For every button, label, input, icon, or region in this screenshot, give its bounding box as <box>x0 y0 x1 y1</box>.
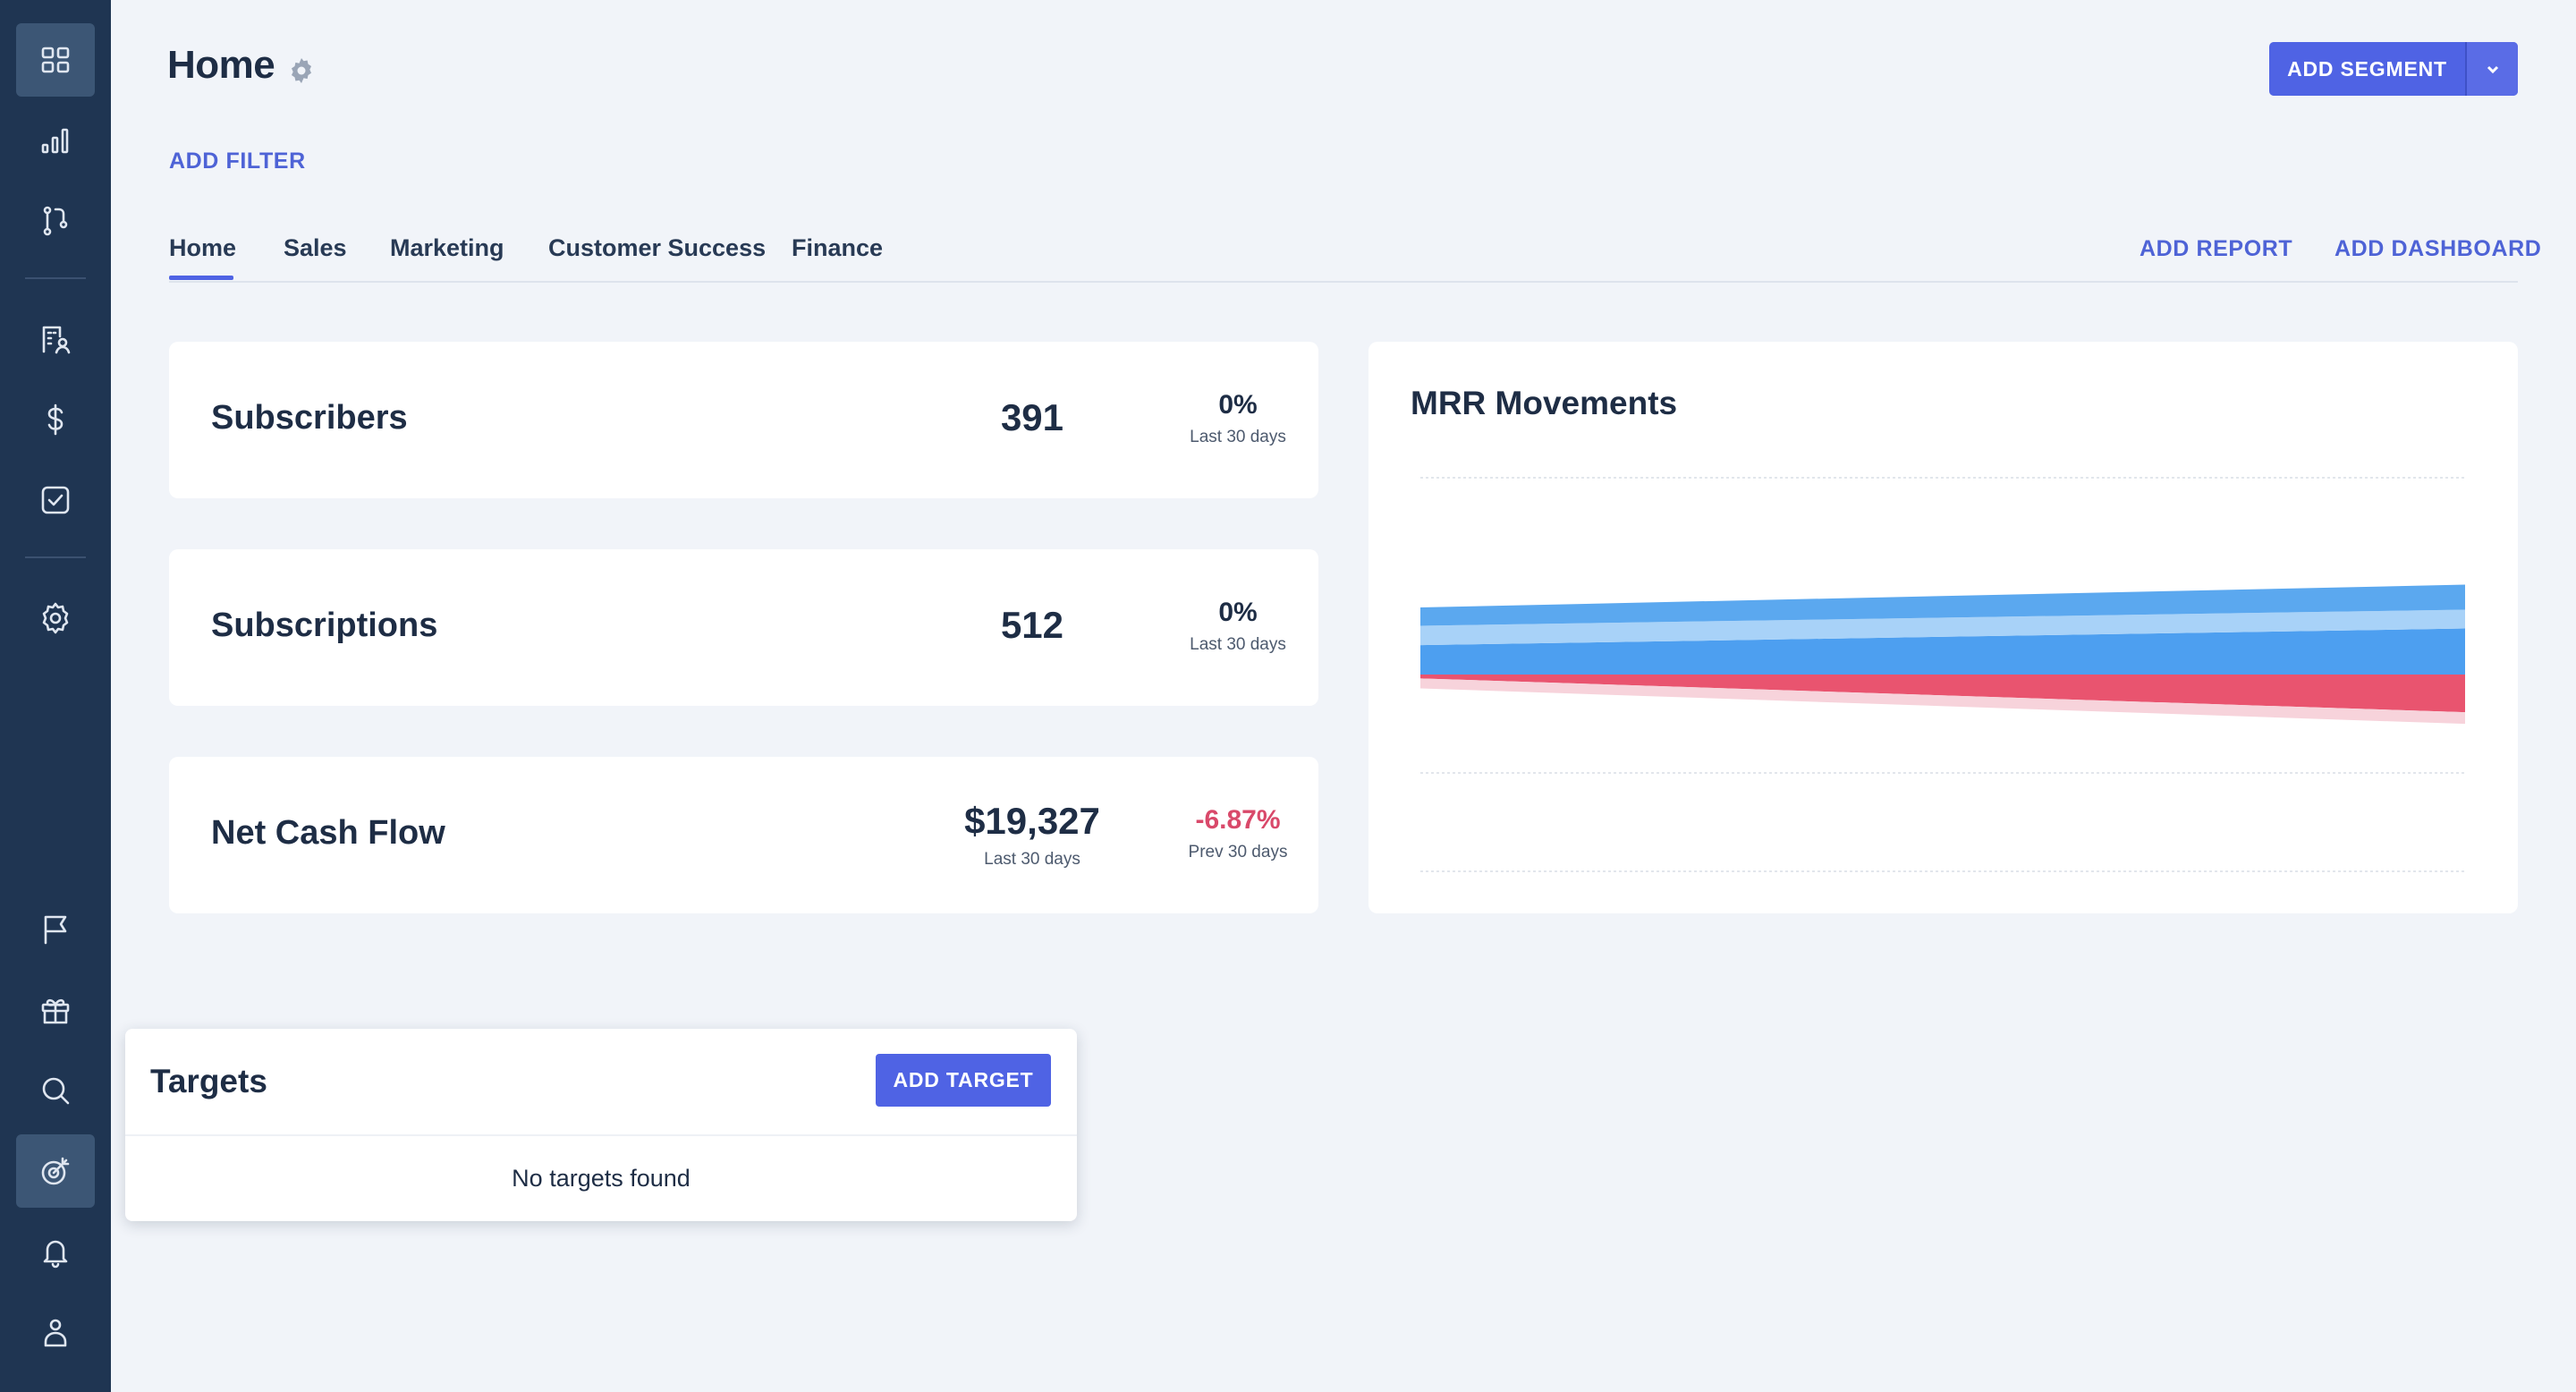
nav-tasks[interactable] <box>16 463 95 537</box>
mrr-area-series[interactable] <box>1420 609 2465 646</box>
nav-account[interactable] <box>16 1295 95 1369</box>
metric-change: -6.87% <box>1195 805 1281 835</box>
nav-divider <box>25 556 86 558</box>
metric-card-net-cash-flow[interactable]: Net Cash Flow $19,327 Last 30 days -6.87… <box>169 757 1318 913</box>
target-icon <box>41 1157 70 1185</box>
metric-change-period: Prev 30 days <box>1188 843 1288 862</box>
nav-settings[interactable] <box>16 581 95 655</box>
active-tab-indicator <box>169 276 233 280</box>
targets-panel: Targets ADD TARGET No targets found <box>125 1029 1077 1221</box>
metric-label: Subscriptions <box>211 607 438 644</box>
metric-change-period: Last 30 days <box>1190 635 1286 654</box>
sidebar <box>0 0 111 1392</box>
add-segment-split-button: ADD SEGMENT <box>2269 42 2518 96</box>
add-report-link[interactable]: ADD REPORT <box>2140 236 2293 261</box>
mrr-area-series[interactable] <box>1420 678 2465 725</box>
checkbox-icon <box>41 486 70 514</box>
nav-whats-new[interactable] <box>16 973 95 1047</box>
tabs-divider <box>169 281 2518 283</box>
metric-card-subscribers[interactable]: Subscribers 391 0% Last 30 days <box>169 342 1318 498</box>
bell-icon <box>43 1240 68 1269</box>
metric-change: 0% <box>1218 390 1258 420</box>
targets-divider <box>125 1134 1077 1136</box>
add-dashboard-link[interactable]: ADD DASHBOARD <box>2334 236 2542 261</box>
nav-billing[interactable] <box>16 383 95 456</box>
tab-sales[interactable]: Sales <box>284 234 347 261</box>
gift-icon <box>41 998 70 1024</box>
dashboard-grid-icon <box>41 47 70 73</box>
metric-label: Subscribers <box>211 399 408 437</box>
metric-value-period: Last 30 days <box>984 850 1080 869</box>
dollar-icon <box>47 403 64 436</box>
targets-empty-message: No targets found <box>512 1165 691 1192</box>
metric-value: $19,327 <box>964 800 1100 842</box>
mrr-area-chart <box>1420 477 2465 872</box>
nav-customers[interactable] <box>16 302 95 376</box>
mrr-movements-card[interactable]: MRR Movements <box>1368 342 2518 913</box>
nav-flows[interactable] <box>16 184 95 258</box>
settings-icon <box>42 602 69 634</box>
chart-title: MRR Movements <box>1411 385 1678 421</box>
metric-value: 391 <box>1000 396 1064 438</box>
targets-title: Targets <box>150 1063 267 1099</box>
metric-label: Net Cash Flow <box>211 814 445 852</box>
search-icon <box>42 1077 70 1105</box>
bar-chart-icon <box>41 128 69 154</box>
metric-value: 512 <box>1000 604 1064 646</box>
tab-home[interactable]: Home <box>169 234 237 261</box>
chevron-down-icon <box>2487 65 2498 74</box>
metric-card-subscriptions[interactable]: Subscriptions 512 0% Last 30 days <box>169 549 1318 706</box>
nav-dashboard[interactable] <box>16 23 95 97</box>
metric-change-period: Last 30 days <box>1190 428 1286 446</box>
metric-change: 0% <box>1218 598 1258 627</box>
tab-customer-success[interactable]: Customer Success <box>548 234 767 261</box>
building-user-icon <box>42 326 71 354</box>
nav-feature-requests[interactable] <box>16 893 95 966</box>
flow-icon <box>43 206 68 236</box>
add-segment-dropdown-toggle[interactable] <box>2465 42 2518 96</box>
mrr-area-series[interactable] <box>1420 628 2465 675</box>
nav-reports[interactable] <box>16 104 95 177</box>
mrr-area-series[interactable] <box>1420 584 2465 626</box>
add-filter-link[interactable]: ADD FILTER <box>169 149 306 174</box>
add-segment-button[interactable]: ADD SEGMENT <box>2287 56 2447 81</box>
nav-notifications[interactable] <box>16 1215 95 1288</box>
page-title: Home <box>167 43 275 87</box>
page-settings-gear-icon[interactable] <box>286 55 317 86</box>
flag-icon <box>44 915 67 945</box>
tab-finance[interactable]: Finance <box>792 234 884 261</box>
mrr-area-series[interactable] <box>1420 675 2465 713</box>
nav-divider <box>25 277 86 279</box>
add-target-button[interactable]: ADD TARGET <box>876 1054 1051 1107</box>
nav-targets[interactable] <box>16 1134 95 1208</box>
tab-marketing[interactable]: Marketing <box>390 234 504 261</box>
nav-search[interactable] <box>16 1054 95 1127</box>
user-icon <box>44 1319 67 1347</box>
